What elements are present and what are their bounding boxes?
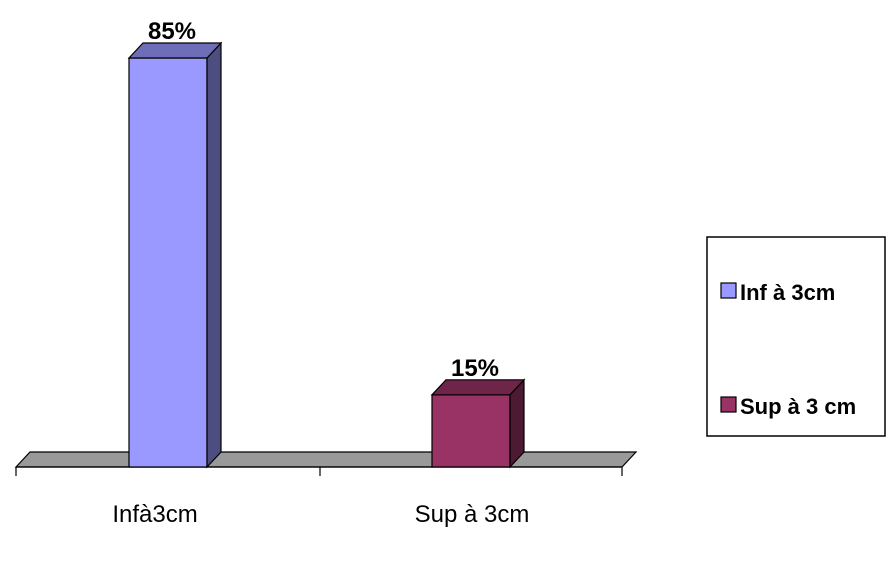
legend: Inf à 3cm Sup à 3 cm: [706, 236, 886, 437]
legend-swatch: [720, 282, 737, 299]
data-label: 15%: [451, 355, 499, 382]
legend-swatch: [720, 396, 737, 413]
data-label: 85%: [148, 18, 196, 45]
bar-top: [430, 379, 526, 396]
legend-box: [706, 236, 886, 437]
bar-front: [128, 57, 208, 468]
legend-entry-label: Inf à 3cm: [740, 280, 835, 305]
bar-side: [206, 41, 222, 469]
bar-top: [127, 42, 223, 59]
legend-entry-label: Sup à 3 cm: [740, 394, 856, 419]
x-tick-label: Sup à 3cm: [415, 501, 530, 528]
bar-2: [430, 378, 526, 469]
bar-1: [127, 41, 223, 469]
bar-front: [431, 394, 511, 468]
chart-floor: [14, 451, 638, 468]
x-tick-label: Infà3cm: [112, 501, 197, 528]
